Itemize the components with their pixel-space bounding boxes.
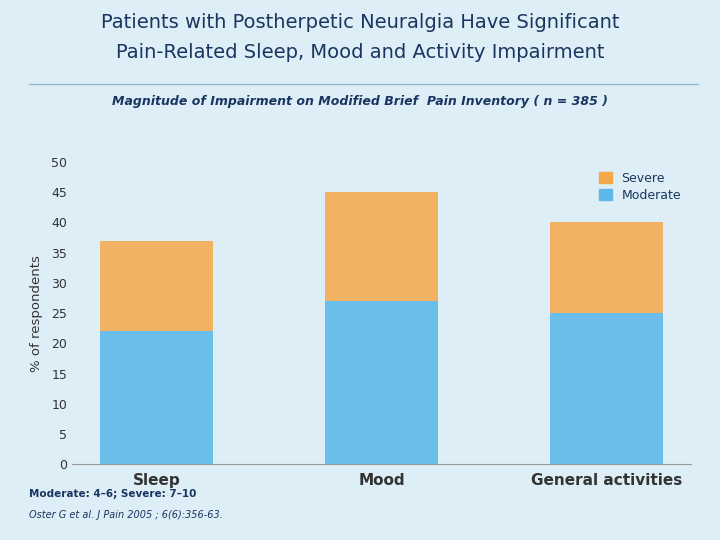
Bar [551,222,663,313]
Bar [325,301,438,464]
Text: Moderate: 4–6; Severe: 7–10: Moderate: 4–6; Severe: 7–10 [29,489,196,499]
Legend: Severe, Moderate: Severe, Moderate [595,168,685,206]
Y-axis label: % of respondents: % of respondents [30,255,42,372]
Bar [100,332,212,464]
Bar [551,313,663,464]
Text: Magnitude of Impairment on Modified Brief  Pain Inventory ( n = 385 ): Magnitude of Impairment on Modified Brie… [112,94,608,107]
Text: Pain-Related Sleep, Mood and Activity Impairment: Pain-Related Sleep, Mood and Activity Im… [116,43,604,62]
Bar [100,241,212,332]
Text: Patients with Postherpetic Neuralgia Have Significant: Patients with Postherpetic Neuralgia Hav… [101,14,619,32]
Text: Oster G et al. J Pain 2005 ; 6(6):356-63.: Oster G et al. J Pain 2005 ; 6(6):356-63… [29,510,222,521]
Bar [325,192,438,301]
